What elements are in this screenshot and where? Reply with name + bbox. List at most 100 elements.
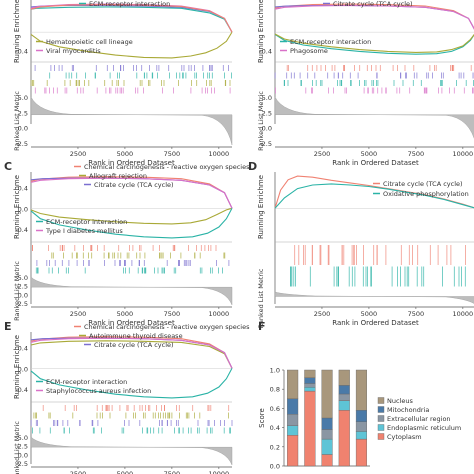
x-tick-label: 10000 [209,470,230,474]
bar-segment [338,393,350,401]
bar-segment [304,369,316,378]
enrichment-curve [30,368,233,399]
x-tick-label: 2500 [70,150,87,158]
bar-segment [287,369,299,399]
x-tick-label: 10000 [453,150,474,158]
y-tick-label: 0.0 [18,365,28,373]
y-tick-label: -0.4 [15,48,28,56]
enrichment-curve [30,4,233,33]
x-tick-label: 7500 [408,310,425,318]
legend-label: Phagosome [290,47,328,55]
bar-segment [338,369,350,386]
bar-segment [287,398,299,415]
x-axis-label: Rank in Ordered Dataset [332,159,419,167]
x-axis-label: Rank in Ordered Dataset [88,319,175,327]
legend-label: Chemical carcinogenesis - reactive oxyge… [84,163,250,171]
legend-label: Type I diabetes mellitus [45,227,123,235]
bar-segment [304,387,316,392]
y-tick-label: 0.4 [18,185,28,193]
enrichment-curve [30,207,233,225]
bar-segment [338,400,350,411]
legend-label: Hematopoietic cell lineage [46,38,133,46]
legend-label: Citrate cycle (TCA cycle) [94,181,174,189]
y2-tick-label: 2.5 [18,109,28,117]
enrichment-curve [274,4,474,30]
x-tick-label: 5000 [361,310,378,318]
bar-segment [321,369,333,419]
enrichment-curve [274,3,474,30]
enrichment-curve [30,31,233,59]
y2-tick-label: 0.0 [18,291,28,299]
y2-axis-label: Ranked List Metric [13,261,21,321]
legend-label: Nucleus [387,397,413,405]
ranked-metric-area [30,96,233,146]
bar-segment [321,429,333,440]
bar-segment [287,414,299,426]
y2-tick-label: 5.0 [18,94,28,102]
bar-segment [321,454,333,467]
x-tick-label: 5000 [117,150,134,158]
y2-axis-label: Ranked List Metric [257,268,265,328]
enrichment-curve [30,3,233,33]
legend-label: ECM-receptor interaction [46,378,127,386]
ranked-metric-area [30,276,233,306]
legend-label: Endoplasmic reticulum [387,424,461,432]
x-tick-label: 5000 [117,470,134,474]
bar-segment [304,383,316,388]
y-axis-label: Running Enrichme [257,175,265,239]
bar-segment [355,421,368,432]
legend-swatch [377,424,385,431]
x-tick-label: 2500 [314,310,331,318]
y2-tick-label: 0.0 [262,125,272,133]
y-tick-label: 0.0 [18,205,28,213]
enrichment-curve [274,33,474,53]
y2-axis-label: Ranked List Metric [13,421,21,474]
y2-tick-label: 2.5 [18,443,28,451]
legend-label: ECM-receptor interaction [290,38,371,46]
y2-tick-label: 2.5 [18,283,28,291]
y-tick-label: 0.4 [270,424,280,432]
panel-letter: E [4,320,12,333]
legend-swatch [377,406,385,413]
bar-segment [287,425,299,436]
legend-swatch [377,397,385,404]
bar-segment [355,431,368,440]
x-tick-label: 2500 [70,470,87,474]
y2-tick-label: -2.5 [259,140,272,148]
legend-label: ECM-receptor interaction [89,0,170,8]
y-tick-label: 0.8 [270,386,280,394]
x-axis-label: Rank in Ordered Dataset [88,159,175,167]
bar-segment [355,438,368,467]
y-axis-label: Running Enrichme [13,0,21,63]
legend-label: Staphylococcus aureus infection [46,387,151,395]
bar-segment [338,410,350,467]
legend-label: Viral myocarditis [46,47,101,55]
y2-tick-label: 5.0 [18,274,28,282]
bar-segment [338,385,350,395]
y-tick-label: 1.0 [270,367,280,375]
x-tick-label: 2500 [70,310,87,318]
bar-segment [304,390,316,467]
y2-axis-label: Ranked List Metric [257,91,265,151]
legend-label: Cytoplasm [387,433,422,441]
y2-tick-label: 0.0 [18,125,28,133]
legend-label: Citrate cycle (TCA cycle) [94,341,174,349]
panel-letter: F [258,320,266,333]
x-tick-label: 10000 [453,310,474,318]
y-axis-label: Score [258,408,266,428]
y-tick-label: -0.4 [259,48,272,56]
bar-segment [355,369,368,411]
bar-segment [355,410,368,422]
ranked-metric-area [274,291,474,304]
y-tick-label: 0.6 [270,405,280,413]
legend-swatch [377,433,385,440]
ranked-metric-area [30,436,233,466]
ranked-metric-area [274,96,474,139]
x-tick-label: 2500 [314,150,331,158]
legend-label: Oxidative phosphorylation [383,190,469,198]
enrichment-curve [274,33,474,55]
y2-tick-label: 5.0 [262,94,272,102]
